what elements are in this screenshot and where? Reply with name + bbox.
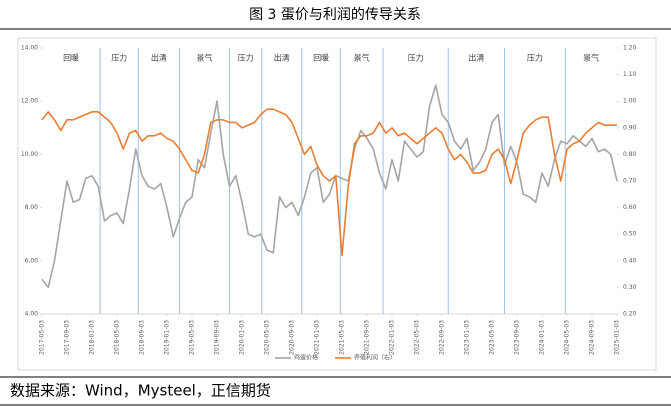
x-tick-label: 2023-09-03 (514, 320, 521, 355)
x-tick-label: 2020-05-03 (264, 320, 271, 355)
x-tick-label: 2019-09-03 (214, 320, 221, 355)
legend-label: 鸡蛋价格 (294, 354, 318, 362)
x-tick-label: 2024-01-03 (539, 320, 546, 355)
phase-label: 回暖 (63, 54, 79, 63)
x-tick-label: 2020-09-03 (289, 320, 296, 355)
y-tick-label: 10.00 (21, 151, 38, 158)
y2-tick-label: 1.00 (623, 98, 637, 105)
x-tick-label: 2022-09-03 (439, 320, 446, 355)
phase-label: 出清 (468, 53, 484, 63)
phase-label: 出清 (274, 53, 290, 63)
phase-label: 压力 (238, 53, 254, 63)
x-tick-label: 2018-01-03 (89, 320, 96, 355)
y2-tick-label: 0.70 (623, 178, 637, 185)
y-tick-label: 12.00 (21, 98, 38, 105)
y-tick-label: 4.00 (25, 311, 39, 318)
series-line (41, 84, 618, 289)
x-tick-label: 2022-01-03 (389, 320, 396, 355)
phase-label: 景气 (583, 53, 599, 63)
phase-label: 出清 (151, 53, 167, 63)
x-tick-label: 2022-05-03 (414, 320, 421, 355)
x-tick-label: 2017-05-03 (39, 320, 46, 355)
x-tick-label: 2019-01-03 (164, 320, 171, 355)
y2-tick-label: 0.30 (623, 284, 637, 291)
series-line (41, 108, 617, 257)
phase-label: 压力 (527, 53, 543, 63)
phase-label: 压力 (111, 53, 127, 63)
x-tick-label: 2019-05-03 (189, 320, 196, 355)
x-tick-label: 2018-05-03 (114, 320, 121, 355)
phase-label: 回暖 (313, 54, 329, 63)
x-tick-label: 2021-05-03 (339, 320, 346, 355)
y-tick-label: 14.00 (21, 45, 38, 52)
phase-label: 压力 (408, 53, 424, 63)
phase-label: 景气 (197, 53, 213, 63)
x-tick-label: 2017-09-03 (64, 320, 71, 355)
y-tick-label: 6.00 (25, 257, 39, 264)
phase-label: 景气 (354, 53, 370, 63)
chart-title: 图 3 蛋价与利润的传导关系 (249, 7, 421, 23)
y2-tick-label: 0.90 (623, 124, 637, 131)
x-tick-label: 2023-05-03 (489, 320, 496, 355)
chart-frame (17, 37, 657, 371)
source-note: 数据来源：Wind，Mysteel，正信期货 (10, 382, 271, 400)
x-tick-label: 2021-01-03 (314, 320, 321, 355)
x-tick-label: 2020-01-03 (239, 320, 246, 355)
y2-tick-label: 0.80 (623, 151, 637, 158)
x-tick-label: 2023-01-03 (464, 320, 471, 355)
y2-tick-label: 0.20 (623, 311, 637, 318)
y2-tick-label: 0.60 (623, 204, 637, 211)
x-tick-label: 2021-09-03 (364, 320, 371, 355)
y-tick-label: 8.00 (25, 204, 39, 211)
x-tick-label: 2024-05-03 (564, 320, 571, 355)
y2-tick-label: 0.50 (623, 231, 637, 238)
y2-tick-label: 1.10 (623, 71, 637, 78)
x-tick-label: 2024-09-03 (589, 320, 596, 355)
x-tick-label: 2018-09-03 (139, 320, 146, 355)
x-tick-label: 2025-01-03 (614, 320, 621, 355)
y2-tick-label: 0.40 (623, 257, 637, 264)
legend-label: 养殖利润（右） (354, 354, 396, 362)
y2-tick-label: 1.20 (623, 45, 637, 52)
